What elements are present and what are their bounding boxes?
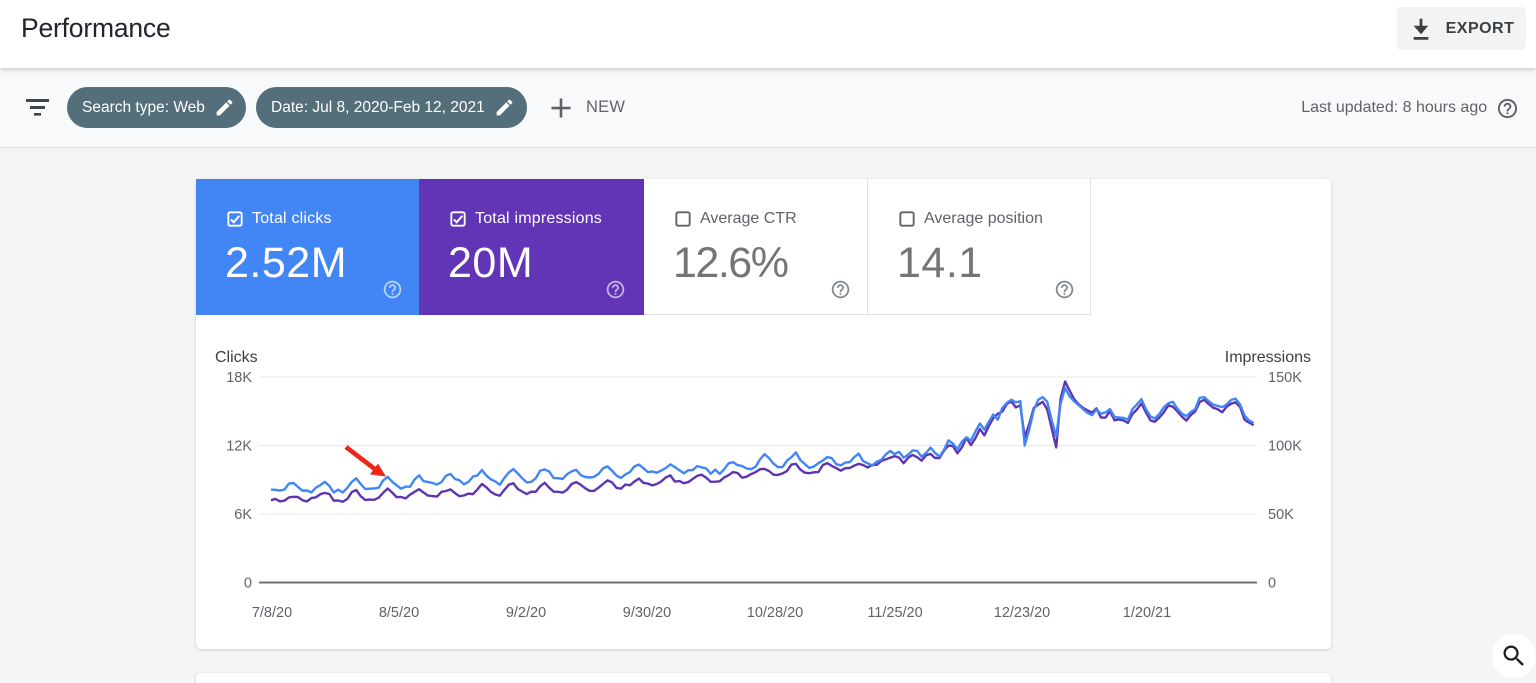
- svg-text:12K: 12K: [226, 439, 252, 455]
- svg-text:1/20/21: 1/20/21: [1123, 605, 1171, 621]
- svg-text:7/8/20: 7/8/20: [252, 605, 292, 621]
- svg-text:8/5/20: 8/5/20: [379, 605, 419, 621]
- svg-text:50K: 50K: [1268, 507, 1294, 523]
- svg-text:Impressions: Impressions: [1225, 349, 1311, 366]
- svg-text:9/2/20: 9/2/20: [506, 605, 546, 621]
- svg-text:9/30/20: 9/30/20: [623, 605, 671, 621]
- svg-text:150K: 150K: [1268, 370, 1302, 386]
- svg-text:18K: 18K: [226, 370, 252, 386]
- svg-text:6K: 6K: [234, 507, 252, 523]
- svg-text:12/23/20: 12/23/20: [994, 605, 1050, 621]
- svg-text:Clicks: Clicks: [215, 349, 258, 366]
- svg-text:0: 0: [244, 576, 252, 592]
- svg-text:11/25/20: 11/25/20: [867, 605, 922, 621]
- svg-text:10/28/20: 10/28/20: [747, 605, 803, 621]
- svg-text:0: 0: [1268, 576, 1276, 592]
- svg-text:100K: 100K: [1268, 439, 1302, 455]
